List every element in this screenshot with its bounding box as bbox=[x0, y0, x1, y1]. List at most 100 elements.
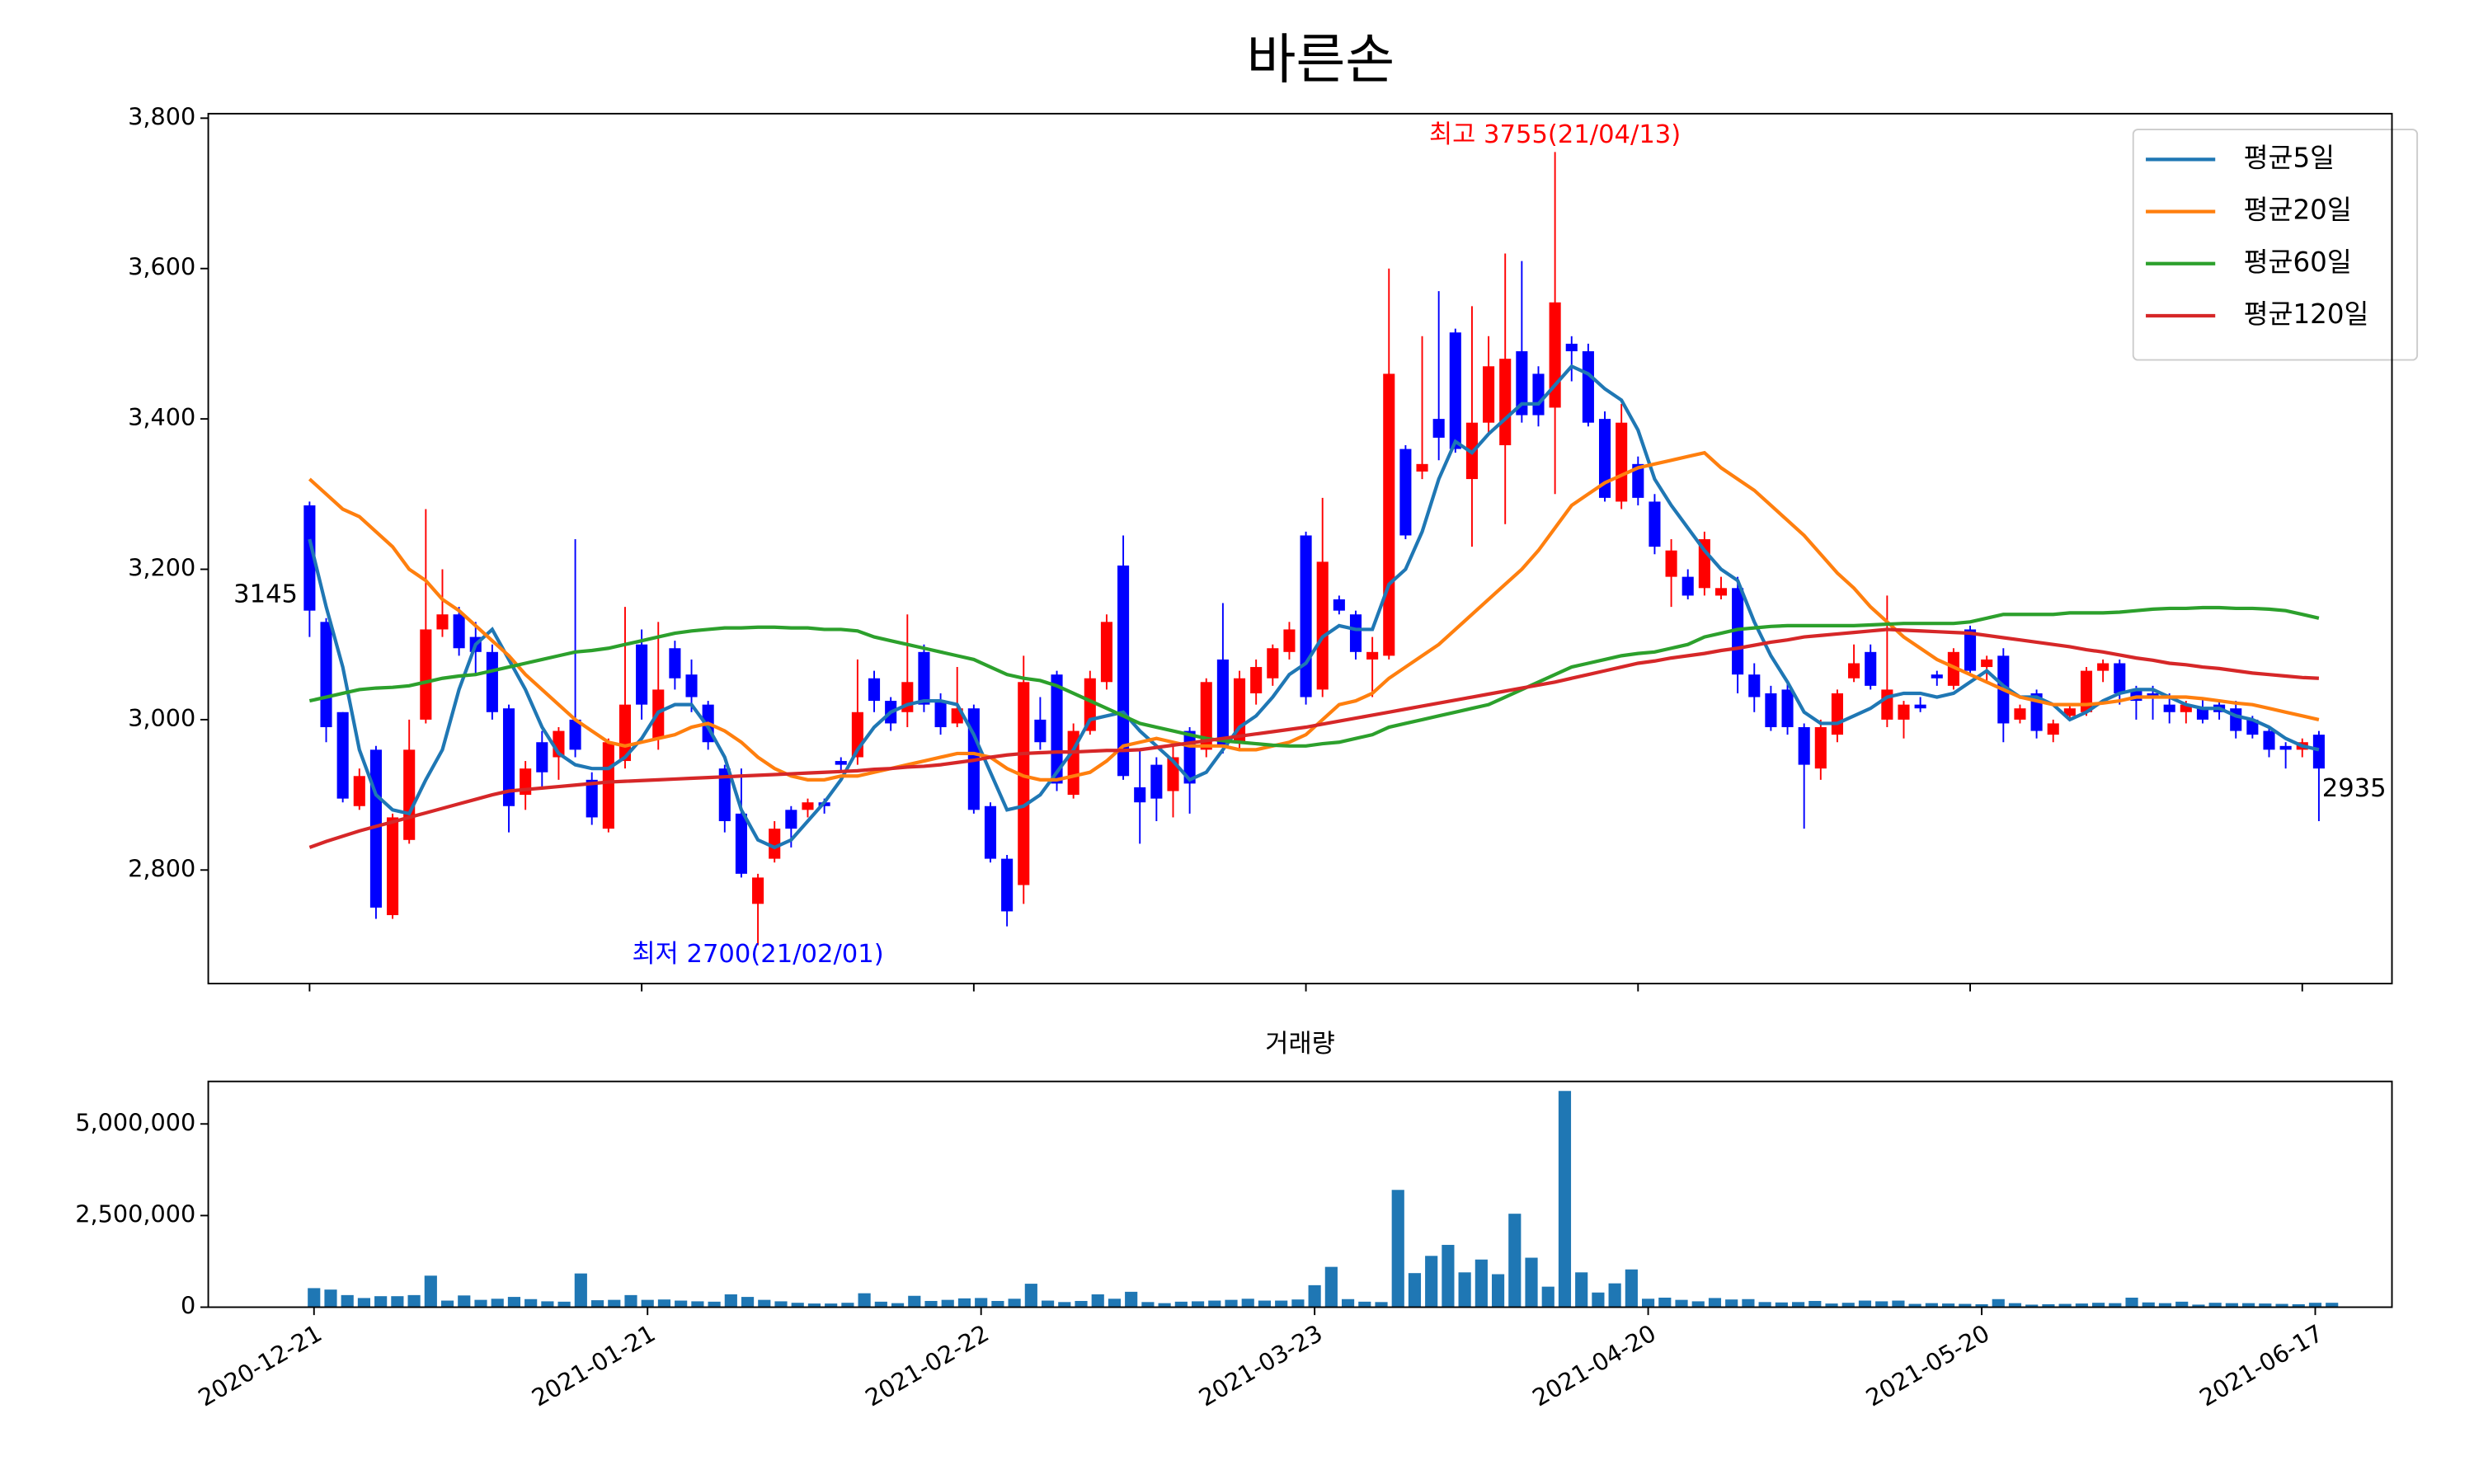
candle-body bbox=[1117, 565, 1130, 777]
candle-body bbox=[1483, 366, 1495, 423]
candle-body bbox=[1283, 629, 1296, 652]
annotation: 최고 3755(21/04/13) bbox=[1429, 120, 1681, 149]
candle-body bbox=[2147, 693, 2159, 697]
candle-body bbox=[769, 829, 781, 859]
volume-bar bbox=[1358, 1301, 1371, 1308]
volume-bar bbox=[691, 1301, 704, 1308]
candle-body bbox=[420, 629, 432, 720]
volume-bar bbox=[391, 1296, 404, 1308]
volume-bar bbox=[924, 1300, 938, 1308]
volume-bar bbox=[1275, 1300, 1288, 1308]
candle-body bbox=[1831, 693, 1843, 735]
volume-bar bbox=[308, 1288, 321, 1308]
volume-bar bbox=[1625, 1269, 1638, 1308]
volume-bar bbox=[874, 1301, 887, 1308]
volume-bar bbox=[1225, 1299, 1238, 1308]
candle-body bbox=[1316, 561, 1329, 690]
candle-body bbox=[1881, 689, 1893, 720]
volume-bar bbox=[1491, 1274, 1505, 1308]
legend-box bbox=[2132, 129, 2419, 361]
volume-bar bbox=[541, 1301, 554, 1308]
volume-bar bbox=[791, 1303, 804, 1308]
volume-bar bbox=[2326, 1303, 2339, 1308]
candle-body bbox=[602, 742, 614, 829]
candle-body bbox=[1366, 651, 1379, 660]
volume-bar bbox=[1508, 1214, 1522, 1308]
volume-bar bbox=[2025, 1304, 2039, 1308]
legend-label: 평균120일 bbox=[2244, 298, 2369, 330]
volume-bar bbox=[2075, 1303, 2088, 1308]
volume-bar bbox=[1141, 1302, 1155, 1308]
volume-bar bbox=[424, 1275, 437, 1308]
volume-bar bbox=[357, 1298, 371, 1308]
volume-bar bbox=[1308, 1284, 1321, 1308]
candle-body bbox=[1267, 648, 1279, 679]
volume-bar bbox=[574, 1273, 587, 1308]
volume-bar bbox=[2208, 1303, 2222, 1308]
volume-bar bbox=[758, 1299, 771, 1308]
volume-bar bbox=[1425, 1256, 1438, 1308]
candle-body bbox=[1848, 663, 1860, 679]
volume-bar bbox=[991, 1300, 1004, 1308]
candle-body bbox=[1898, 704, 1910, 720]
volume-bar bbox=[724, 1294, 737, 1308]
candle-body bbox=[1748, 674, 1761, 697]
volume-bar bbox=[1525, 1257, 1538, 1308]
volume-bar bbox=[1575, 1272, 1588, 1308]
candle-body bbox=[669, 648, 681, 679]
volume-bar bbox=[2142, 1302, 2155, 1308]
y-tick-label: 5,000,000 bbox=[75, 1108, 195, 1136]
volume-bar bbox=[524, 1298, 538, 1308]
volume-bar bbox=[2192, 1304, 2205, 1308]
volume-bar bbox=[741, 1297, 755, 1308]
volume-bar bbox=[374, 1296, 388, 1308]
candle-body bbox=[1383, 373, 1395, 656]
y-tick-label: 3,200 bbox=[128, 553, 195, 581]
volume-bar bbox=[2259, 1303, 2272, 1308]
volume-bar bbox=[675, 1300, 688, 1308]
candle-body bbox=[1931, 674, 1943, 679]
volume-bar bbox=[1558, 1091, 1572, 1308]
volume-bar bbox=[1191, 1301, 1205, 1308]
volume-bar bbox=[1925, 1303, 1938, 1308]
volume-bar bbox=[1125, 1291, 1138, 1308]
volume-bar bbox=[708, 1301, 721, 1308]
y-tick-label: 0 bbox=[181, 1292, 195, 1320]
candle-body bbox=[636, 644, 648, 705]
volume-bar bbox=[1375, 1302, 1388, 1308]
volume-bar bbox=[825, 1303, 838, 1308]
candle-body bbox=[1616, 422, 1628, 502]
candle-body bbox=[353, 776, 365, 806]
volume-bar bbox=[2175, 1301, 2189, 1308]
candle-body bbox=[1765, 693, 1777, 728]
candle-body bbox=[918, 651, 930, 705]
moving-average-line bbox=[308, 364, 2320, 850]
y-tick-label: 2,800 bbox=[128, 854, 195, 882]
candle-body bbox=[536, 742, 548, 773]
volume-bar bbox=[1475, 1259, 1488, 1308]
volume-bar bbox=[1725, 1299, 1738, 1308]
candle-body bbox=[1416, 463, 1428, 472]
candle-body bbox=[2047, 723, 2059, 735]
candle-body bbox=[2180, 704, 2192, 712]
candle-body bbox=[1051, 674, 1063, 784]
candle-body bbox=[1714, 588, 1728, 596]
volume-bar bbox=[1975, 1303, 1988, 1308]
candle-body bbox=[1018, 682, 1030, 885]
candle-body bbox=[2163, 704, 2175, 712]
y-tick-label: 3,400 bbox=[128, 403, 195, 431]
volume-bar bbox=[2109, 1303, 2122, 1308]
volume-bar bbox=[1008, 1298, 1021, 1308]
volume-bar bbox=[941, 1299, 954, 1308]
candle-body bbox=[1333, 599, 1345, 611]
candle-body bbox=[1565, 343, 1578, 352]
legend-label: 평균20일 bbox=[2244, 195, 2352, 226]
candle-body bbox=[2246, 719, 2259, 735]
candle-body bbox=[1200, 682, 1212, 750]
volume-bar bbox=[1742, 1298, 1755, 1308]
candle-body bbox=[1432, 419, 1445, 438]
volume-bar bbox=[1808, 1300, 1822, 1308]
candle-body bbox=[1449, 332, 1461, 449]
candle-body bbox=[1034, 719, 1047, 743]
candle-body bbox=[984, 805, 997, 859]
